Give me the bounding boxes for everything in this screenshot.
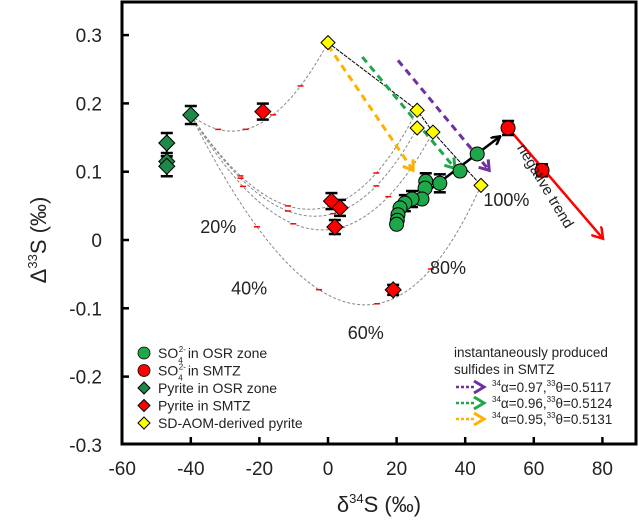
legend2-label: 34α=0.97,33θ=0.5117 — [492, 379, 611, 395]
axis-ticks — [122, 33, 604, 444]
percent-label: 60% — [348, 323, 384, 343]
so42-in-smtz-point — [534, 162, 550, 178]
y-tick-label: 0 — [91, 231, 102, 252]
y-tick-label: -0.1 — [69, 299, 102, 320]
plot-frame — [120, 0, 638, 446]
legend2-label: 34α=0.96,33θ=0.5124 — [492, 395, 613, 411]
negative-trend-arrow — [507, 127, 602, 238]
legend-marker — [137, 346, 151, 360]
legend2-arrowhead — [473, 395, 487, 411]
legend-arrows: instantaneously produced sulfides in SMTZ… — [454, 345, 613, 427]
legend2-arrowhead — [473, 411, 487, 427]
pyrite-in-smtz-point — [326, 218, 344, 236]
percent-label: 20% — [200, 217, 236, 237]
legend-marker — [137, 398, 151, 413]
so42-in-osr-zone-point — [452, 163, 468, 179]
x-tick-label: -60 — [108, 459, 135, 480]
sd-aom-derived-pyrite-point — [425, 124, 441, 140]
x-tick-label: 40 — [455, 459, 476, 480]
mixing-curve — [190, 114, 434, 231]
percent-label: 40% — [231, 279, 267, 299]
legend-label: SD-AOM-derived pyrite — [158, 415, 303, 431]
so42-in-osr-zone-point — [469, 146, 485, 162]
arrowhead — [402, 159, 415, 173]
pyrite-in-smtz-point — [331, 199, 349, 217]
sd-aom-derived-pyrite-point — [409, 120, 425, 136]
legend-marker — [137, 381, 151, 395]
x-tick-label: -20 — [246, 459, 273, 480]
legend-label: Pyrite in OSR zone — [158, 380, 277, 396]
x-tick-label: 20 — [386, 459, 407, 480]
x-tick-label: 80 — [592, 459, 613, 480]
fractionation-arrow-alpha-0.96 — [361, 55, 457, 170]
pyrite-in-osr-zone-point — [182, 106, 200, 124]
sd-aom-derived-pyrite-point — [320, 34, 336, 51]
legend-label: SO42- in OSR zone — [158, 345, 267, 365]
legend2-title: instantaneously produced — [454, 345, 608, 360]
labels: -60 -40 -20 0 20 40 60 80 -0.3 -0.2 -0.1 0 0.1 0.2 0.3… — [25, 26, 613, 517]
x-tick-label: -40 — [177, 459, 204, 480]
legend-marker — [137, 364, 151, 377]
mixing-curve — [190, 42, 329, 132]
sd-aom-derived-pyrite-point — [409, 102, 425, 118]
mixing-curve — [190, 114, 482, 306]
legend-label: SO42- in SMTZ — [158, 363, 241, 383]
legend2-arrowhead — [473, 379, 487, 395]
pyrite-in-smtz-point — [384, 281, 402, 299]
negative-trend-label: negative trend — [513, 141, 577, 231]
pyrite-in-osr-zone-point — [158, 157, 176, 175]
so42-in-osr-zone-point — [432, 175, 448, 191]
y-tick-label: 0.1 — [76, 163, 102, 184]
mixing-curves — [190, 42, 482, 306]
sd-aom-line — [327, 42, 482, 186]
arrowhead — [478, 159, 491, 173]
mixing-curve — [190, 114, 418, 217]
legend-label: Pyrite in SMTZ — [158, 398, 251, 414]
sd-aom-derived-pyrite-point — [473, 177, 489, 194]
data-points — [158, 34, 550, 299]
legend2-label: 34α=0.95,33θ=0.5131 — [492, 411, 612, 427]
so42-in-smtz-point — [500, 120, 516, 136]
y-tick-label: 0.3 — [76, 26, 102, 47]
pyrite-in-osr-zone-point — [158, 134, 176, 152]
y-axis-title: Δ33S (‰) — [25, 197, 51, 284]
pyrite-in-smtz-point — [254, 102, 272, 121]
x-tick-label: 60 — [523, 459, 544, 480]
x-axis-title: δ34S (‰) — [337, 491, 421, 517]
y-tick-label: -0.3 — [69, 436, 102, 457]
y-tick-label: -0.2 — [69, 368, 102, 389]
fractionation-arrow-alpha-0.95 — [326, 44, 415, 172]
plot-border — [120, 0, 638, 446]
percent-label: 100% — [483, 190, 529, 210]
legend2-title: sulfides in SMTZ — [454, 362, 555, 377]
x-tick-label: 0 — [323, 459, 334, 480]
y-tick-label: 0.2 — [76, 94, 102, 115]
percent-label: 80% — [430, 258, 466, 278]
legend-marker — [137, 416, 151, 430]
so42-in-osr-zone-point — [389, 216, 405, 232]
